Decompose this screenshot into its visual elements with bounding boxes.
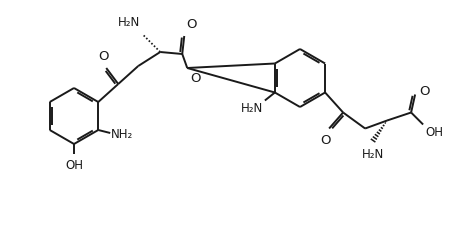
Text: O: O — [98, 50, 108, 63]
Text: NH₂: NH₂ — [111, 128, 134, 141]
Text: O: O — [320, 133, 331, 146]
Text: O: O — [190, 72, 201, 85]
Text: OH: OH — [425, 126, 443, 140]
Text: H₂N: H₂N — [118, 16, 140, 29]
Text: O: O — [419, 85, 430, 98]
Text: O: O — [186, 18, 197, 31]
Text: OH: OH — [65, 159, 83, 172]
Text: H₂N: H₂N — [362, 148, 384, 160]
Text: H₂N: H₂N — [241, 103, 263, 116]
